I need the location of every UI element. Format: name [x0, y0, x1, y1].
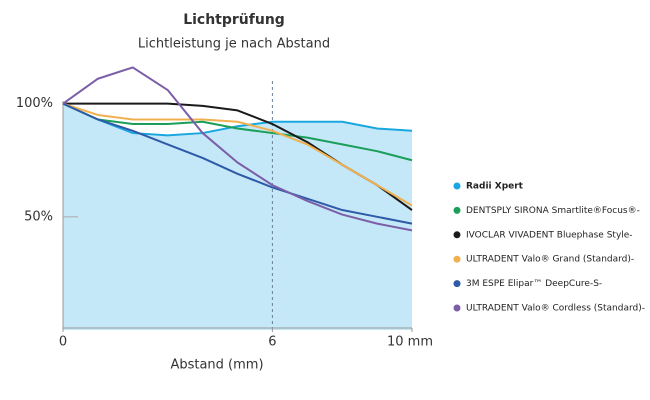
y-tick-label: 100%	[16, 96, 53, 111]
line	[62, 102, 413, 225]
line	[62, 102, 413, 137]
legend-marker	[453, 182, 461, 190]
legend-marker	[453, 255, 461, 263]
line	[62, 102, 413, 162]
y-tick-label: 50%	[24, 209, 53, 224]
legend-label: 3M ESPE Elipar™ DeepCure-S-	[466, 279, 602, 289]
chart-title: Lichtprüfung	[183, 12, 285, 28]
legend-label: ULTRADENT Valo® Grand (Standard)-	[466, 255, 634, 265]
legend-label: Radii Xpert	[466, 182, 524, 192]
x-tick-label: 6	[268, 335, 276, 350]
legend-marker	[453, 280, 461, 288]
line	[62, 102, 413, 207]
legend-marker	[453, 304, 461, 312]
legend-marker	[453, 206, 461, 214]
legend-label: DENTSPLY SIRONA Smartlite®Focus®-	[466, 206, 640, 216]
line	[62, 66, 413, 232]
chart-subtitle: Lichtleistung je nach Abstand	[138, 37, 330, 52]
area	[63, 103, 412, 331]
x-tick-label: 0	[59, 335, 67, 350]
legend-marker	[453, 231, 461, 239]
legend-label: ULTRADENT Valo® Cordless (Standard)-	[466, 304, 645, 314]
legend-label: IVOCLAR VIVADENT Bluephase Style-	[466, 230, 633, 240]
x-axis-label: Abstand (mm)	[170, 358, 263, 373]
x-tick-label: 10 mm	[387, 335, 433, 350]
